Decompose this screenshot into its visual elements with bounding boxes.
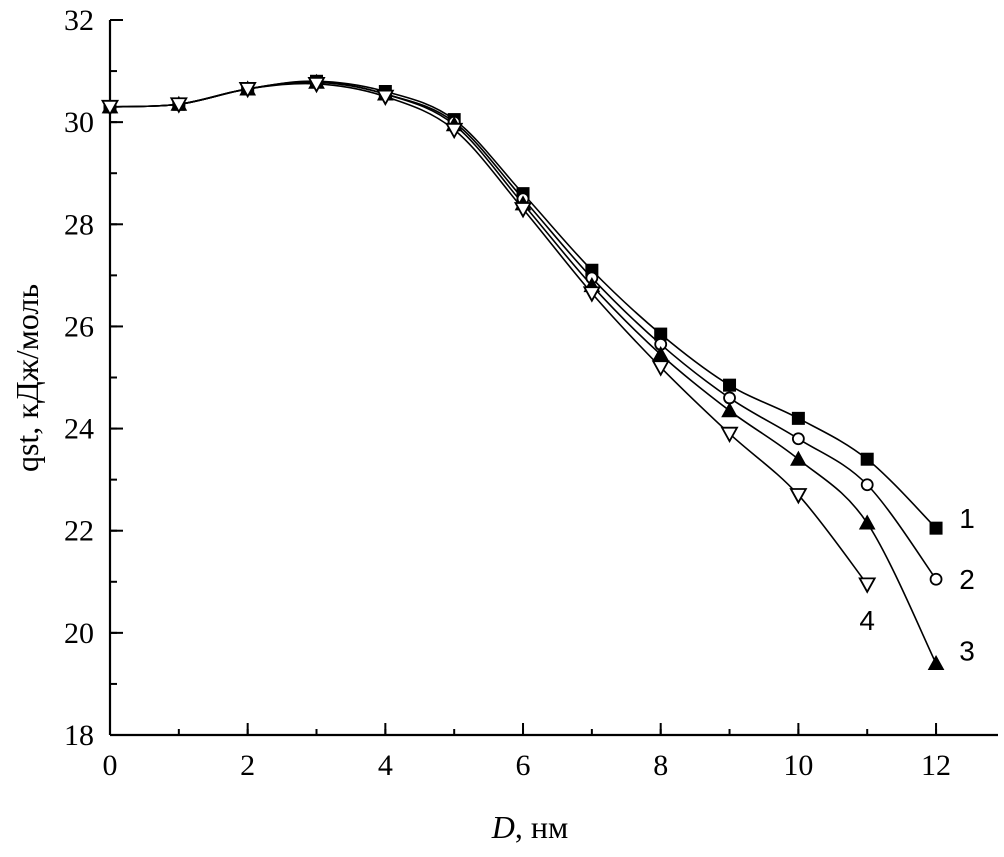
data-point	[791, 411, 805, 425]
ticks	[109, 19, 938, 736]
data-point	[307, 76, 326, 94]
data-point	[929, 572, 943, 586]
data-point	[582, 286, 601, 303]
y-tick-label: 30	[64, 106, 94, 139]
data-point	[238, 82, 257, 99]
x-tick-label: 8	[653, 749, 668, 782]
series-label-1: 1	[959, 503, 975, 534]
series-1	[109, 80, 937, 529]
y-tick-label: 28	[64, 208, 94, 241]
series-markers-3	[101, 73, 945, 670]
data-point	[100, 99, 120, 117]
series-2	[109, 80, 937, 580]
series-label-4: 4	[859, 605, 875, 636]
series-line-1	[109, 80, 937, 529]
data-point	[929, 521, 943, 535]
x-axis-title: D, нм	[491, 809, 568, 845]
y-tick-label: 26	[64, 310, 94, 343]
series-4	[109, 82, 868, 585]
x-tick-label: 10	[783, 749, 813, 782]
data-point	[169, 97, 188, 114]
series-markers-1	[103, 74, 943, 535]
y-tick-label: 20	[64, 617, 94, 650]
series-label-2: 2	[959, 564, 975, 595]
series-markers-2	[103, 74, 943, 586]
y-tick-label: 18	[64, 719, 94, 752]
data-point	[445, 122, 464, 140]
data-point	[720, 426, 739, 444]
data-point	[860, 452, 874, 466]
y-axis-title: qst, кДж/моль	[9, 284, 45, 472]
data-point	[858, 514, 876, 530]
y-tick-label: 24	[64, 413, 94, 446]
data-point	[723, 378, 737, 392]
data-point	[376, 89, 395, 106]
series-3	[109, 81, 937, 664]
series-markers-4	[100, 76, 877, 594]
series-line-2	[109, 80, 937, 580]
x-tick-label: 12	[921, 749, 951, 782]
data-point	[790, 450, 807, 466]
x-tick-label: 4	[378, 749, 393, 782]
data-point	[789, 488, 808, 505]
data-point	[858, 577, 877, 594]
data-point	[723, 391, 736, 405]
y-tick-label: 22	[64, 515, 94, 548]
y-tick-label: 32	[64, 4, 94, 37]
series-line-3	[109, 81, 937, 664]
x-tick-label: 2	[240, 749, 255, 782]
data-point	[927, 654, 945, 670]
data-point	[860, 478, 874, 492]
data-point	[513, 202, 533, 219]
x-tick-label: 0	[103, 749, 118, 782]
data-point	[721, 402, 738, 418]
series-labels: 1 2 3 4	[859, 503, 974, 667]
series-layer	[100, 73, 945, 670]
data-point	[791, 432, 805, 446]
data-point	[651, 360, 670, 377]
x-tick-label: 6	[516, 749, 531, 782]
series-label-3: 3	[959, 636, 975, 667]
series-line-4	[109, 82, 868, 585]
